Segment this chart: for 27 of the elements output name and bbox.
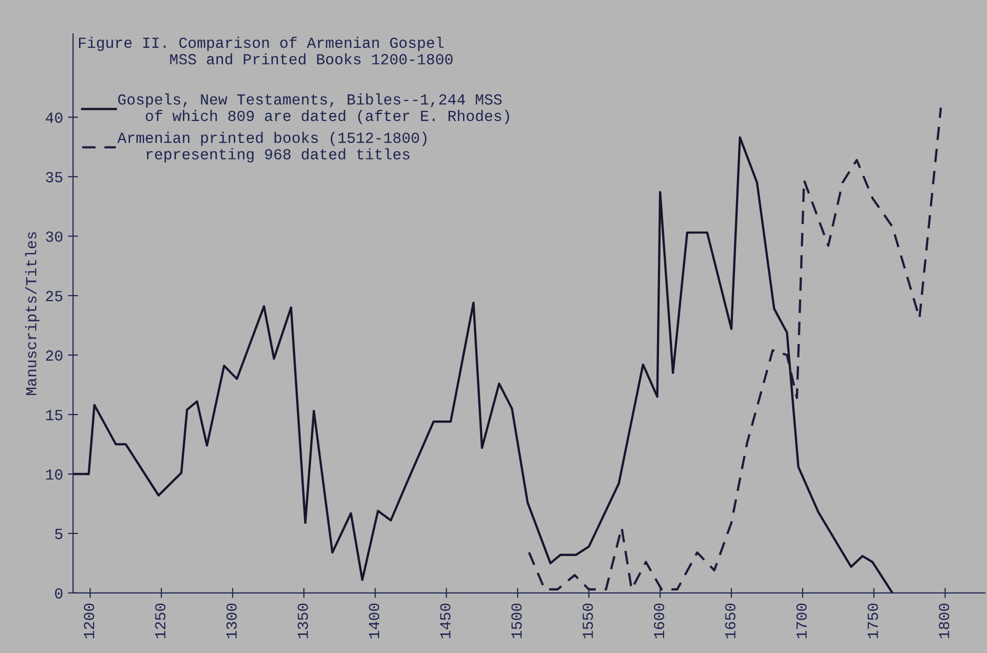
- y-tick-label: 35: [46, 172, 62, 182]
- legend-label: Armenian printed books (1512-1800) representing 968 dated titles: [117, 132, 426, 162]
- x-tick-label: 1350: [298, 604, 308, 638]
- x-tick-label: 1800: [938, 604, 950, 638]
- x-tick-label: 1300: [226, 604, 237, 638]
- x-tick-label: 1450: [440, 604, 450, 638]
- y-tick-label: 10: [46, 469, 62, 480]
- y-tick-label: 40: [46, 112, 62, 123]
- legend-label: Gospels, New Testaments, Bibles--1,244 MSS of which 809 are dated (after E. Rhodes): [118, 93, 510, 124]
- y-axis-title: Manuscripts/Titles: [25, 232, 40, 395]
- x-tick-label: 1400: [368, 604, 380, 638]
- y-tick-label: 15: [46, 410, 62, 420]
- x-tick-label: 1600: [654, 604, 664, 638]
- x-tick-label: 1700: [796, 604, 807, 638]
- y-tick-label: 25: [46, 290, 62, 302]
- y-tick-label: 5: [55, 528, 62, 540]
- x-tick-label: 1250: [155, 604, 166, 638]
- x-tick-label: 1750: [868, 604, 878, 638]
- x-tick-label: 1650: [725, 604, 736, 638]
- y-tick-label: 30: [46, 231, 62, 242]
- y-tick-label: 20: [46, 350, 62, 361]
- text: Figure II. Comparison of Armenian Gospel MSS and Printed Books 1200-1800: [79, 36, 453, 64]
- x-tick-label: 1550: [582, 604, 593, 638]
- line-series: [528, 106, 942, 590]
- x-tick-label: 1500: [511, 604, 522, 638]
- y-tick-label: 0: [55, 588, 62, 599]
- x-tick-label: 1200: [84, 604, 94, 638]
